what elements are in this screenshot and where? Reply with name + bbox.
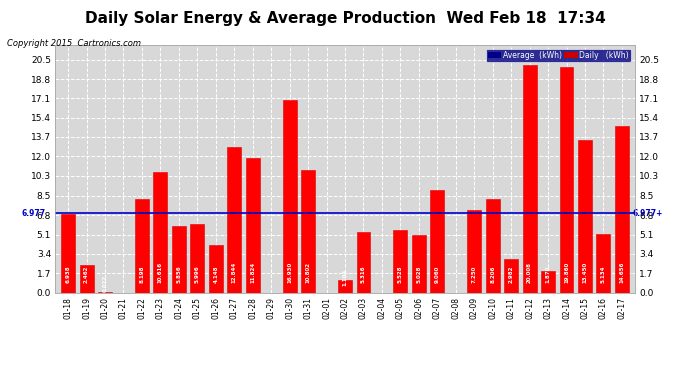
Bar <box>338 280 352 292</box>
Text: 11.824: 11.824 <box>250 262 255 284</box>
Text: 2.982: 2.982 <box>509 266 513 284</box>
Text: 5.996: 5.996 <box>195 266 200 284</box>
Bar <box>301 170 315 292</box>
Bar <box>209 245 223 292</box>
Bar <box>246 158 259 292</box>
Bar <box>79 264 94 292</box>
Bar <box>61 214 75 292</box>
Legend: Average  (kWh), Daily   (kWh): Average (kWh), Daily (kWh) <box>486 49 631 62</box>
Text: 19.860: 19.860 <box>564 262 569 284</box>
Text: 7.250: 7.250 <box>472 266 477 284</box>
Bar <box>357 232 371 292</box>
Text: 10.802: 10.802 <box>306 262 310 284</box>
Text: 5.528: 5.528 <box>398 266 403 284</box>
Text: 5.134: 5.134 <box>601 266 606 284</box>
Text: Copyright 2015  Cartronics.com: Copyright 2015 Cartronics.com <box>7 39 141 48</box>
Text: 4.148: 4.148 <box>213 266 218 284</box>
Bar <box>283 100 297 292</box>
Text: 6.977+: 6.977+ <box>633 209 663 218</box>
Text: 8.206: 8.206 <box>490 266 495 284</box>
Text: 1.104: 1.104 <box>342 269 348 286</box>
Text: 20.008: 20.008 <box>527 262 532 284</box>
Bar <box>227 147 242 292</box>
Bar <box>393 230 407 292</box>
Text: 14.656: 14.656 <box>620 262 624 284</box>
Text: 1.870: 1.870 <box>546 266 551 284</box>
Text: 13.450: 13.450 <box>582 262 587 284</box>
Text: 6.977: 6.977 <box>22 209 46 218</box>
Bar <box>412 236 426 292</box>
Bar <box>431 190 444 292</box>
Text: 5.856: 5.856 <box>177 266 181 284</box>
Text: 5.028: 5.028 <box>416 266 422 284</box>
Text: 2.462: 2.462 <box>84 266 89 284</box>
Text: 8.198: 8.198 <box>139 266 144 284</box>
Text: 10.616: 10.616 <box>158 262 163 284</box>
Text: 12.844: 12.844 <box>232 262 237 284</box>
Bar <box>190 224 204 292</box>
Text: Daily Solar Energy & Average Production  Wed Feb 18  17:34: Daily Solar Energy & Average Production … <box>85 11 605 26</box>
Bar <box>172 226 186 292</box>
Bar <box>596 234 611 292</box>
Text: 16.930: 16.930 <box>287 262 292 284</box>
Text: 0.022: 0.022 <box>103 275 108 292</box>
Bar <box>153 172 168 292</box>
Text: 9.060: 9.060 <box>435 266 440 284</box>
Bar <box>504 259 518 292</box>
Text: 5.316: 5.316 <box>361 266 366 284</box>
Bar <box>541 271 555 292</box>
Bar <box>135 200 149 292</box>
Bar <box>522 65 537 292</box>
Bar <box>486 200 500 292</box>
Bar <box>467 210 481 292</box>
Bar <box>615 126 629 292</box>
Text: 6.938: 6.938 <box>66 266 70 284</box>
Bar <box>560 67 573 292</box>
Bar <box>578 140 592 292</box>
